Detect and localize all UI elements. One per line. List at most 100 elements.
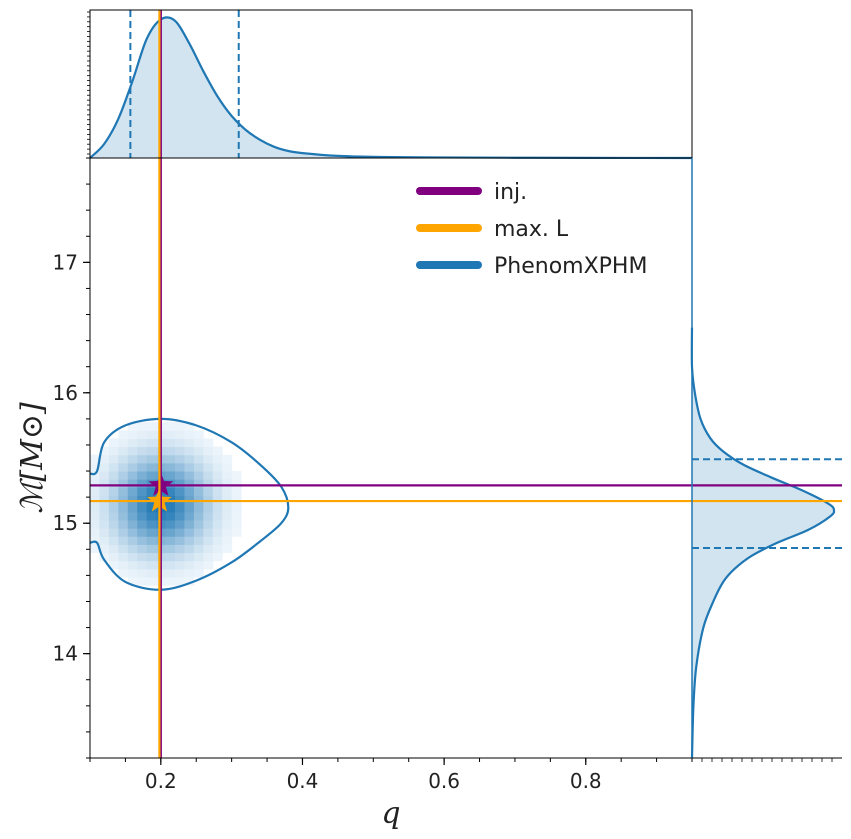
heatmap-cell: [137, 479, 148, 488]
heatmap-cell: [203, 552, 214, 562]
heatmap-cell: [222, 511, 233, 521]
heatmap-cell: [184, 479, 195, 488]
heatmap-cell: [90, 487, 100, 496]
heatmap-cell: [212, 471, 223, 480]
heatmap-cell: [174, 568, 185, 578]
heatmap-cell: [231, 503, 242, 513]
heatmap-cell: [174, 471, 185, 480]
heatmap-cell: [212, 536, 223, 545]
heatmap-cell: [137, 536, 148, 545]
heatmap-cell: [174, 503, 185, 513]
heatmap-cell: [146, 552, 157, 562]
heatmap-cell: [118, 560, 129, 570]
heatmap-cell: [212, 479, 223, 488]
heatmap-cell: [231, 495, 242, 505]
heatmap-cell: [146, 560, 157, 570]
heatmap-cell: [184, 454, 195, 464]
heatmap-cell: [118, 503, 129, 513]
heatmap-cell: [165, 568, 176, 578]
heatmap-cell: [137, 422, 148, 431]
heatmap-cell: [90, 471, 100, 480]
heatmap-cell: [231, 528, 242, 537]
heatmap-cell: [184, 438, 195, 448]
heatmap-cell: [165, 462, 176, 472]
heatmap-cell: [174, 536, 185, 545]
heatmap-cell: [193, 503, 204, 513]
heatmap-cell: [127, 471, 138, 480]
heatmap-cell: [99, 446, 110, 456]
heatmap-cell: [127, 487, 138, 496]
heatmap-cell: [99, 552, 110, 562]
heatmap-cell: [165, 495, 176, 505]
heatmap-cell: [222, 536, 233, 545]
heatmap-cell: [212, 487, 223, 496]
heatmap-cell: [174, 577, 185, 586]
heatmap-cell: [137, 454, 148, 464]
heatmap-cell: [127, 560, 138, 570]
heatmap-cell: [203, 479, 214, 488]
heatmap-cell: [137, 495, 148, 505]
heatmap-cell: [184, 462, 195, 472]
heatmap-cell: [174, 446, 185, 456]
heatmap-cell: [90, 479, 100, 488]
heatmap-cell: [99, 503, 110, 513]
heatmap-cell: [118, 446, 129, 456]
x-tick-label: 0.6: [428, 769, 460, 793]
heatmap-cell: [203, 544, 214, 554]
heatmap-cell: [137, 462, 148, 472]
heatmap-cell: [108, 462, 119, 472]
heatmap-cell: [203, 462, 214, 472]
heatmap-cell: [212, 511, 223, 521]
q-marginal-panel: [89, 10, 693, 160]
heatmap-cell: [108, 560, 119, 570]
heatmap-cell: [165, 471, 176, 480]
heatmap-cell: [127, 479, 138, 488]
heatmap-cell: [90, 544, 100, 554]
heatmap-cell: [99, 471, 110, 480]
legend-label: max. L: [494, 217, 569, 242]
heatmap-cell: [108, 528, 119, 537]
heatmap-cell: [127, 577, 138, 586]
heatmap-cell: [203, 528, 214, 537]
heatmap-cell: [174, 560, 185, 570]
q-marginal-curve: [89, 16, 693, 160]
heatmap-cell: [212, 552, 223, 562]
heatmap-cell: [165, 560, 176, 570]
mc-marginal-panel: [690, 327, 842, 759]
mc-marginal-curve: [690, 327, 836, 759]
heatmap-cell: [174, 430, 185, 439]
heatmap-cell: [127, 568, 138, 578]
heatmap-cell: [99, 528, 110, 537]
heatmap-cell: [90, 511, 100, 521]
axis-ticks: [83, 11, 833, 765]
heatmap-cell: [108, 487, 119, 496]
heatmap-cell: [108, 438, 119, 448]
heatmap-cell: [193, 560, 204, 570]
heatmap-cell: [193, 568, 204, 578]
heatmap-cell: [212, 544, 223, 554]
heatmap-cell: [146, 462, 157, 472]
heatmap-cell: [184, 503, 195, 513]
heatmap-cell: [146, 422, 157, 431]
heatmap-cell: [222, 544, 233, 554]
heatmap-cell: [174, 462, 185, 472]
heatmap-cell: [146, 503, 157, 513]
heatmap-cell: [137, 519, 148, 529]
heatmap-cell: [146, 487, 157, 496]
heatmap-cell: [203, 503, 214, 513]
heatmap-cell: [193, 479, 204, 488]
heatmap-cell: [108, 446, 119, 456]
heatmap-cell: [165, 454, 176, 464]
heatmap-cell: [108, 479, 119, 488]
heatmap-cell: [222, 462, 233, 472]
heatmap-cell: [146, 568, 157, 578]
heatmap-cell: [127, 552, 138, 562]
heatmap-cell: [231, 511, 242, 521]
density-heatmap: [90, 422, 242, 586]
heatmap-cell: [90, 528, 100, 537]
heatmap-cell: [184, 528, 195, 537]
heatmap-cell: [193, 438, 204, 448]
heatmap-cell: [137, 511, 148, 521]
heatmap-cell: [118, 438, 129, 448]
heatmap-cell: [212, 454, 223, 464]
